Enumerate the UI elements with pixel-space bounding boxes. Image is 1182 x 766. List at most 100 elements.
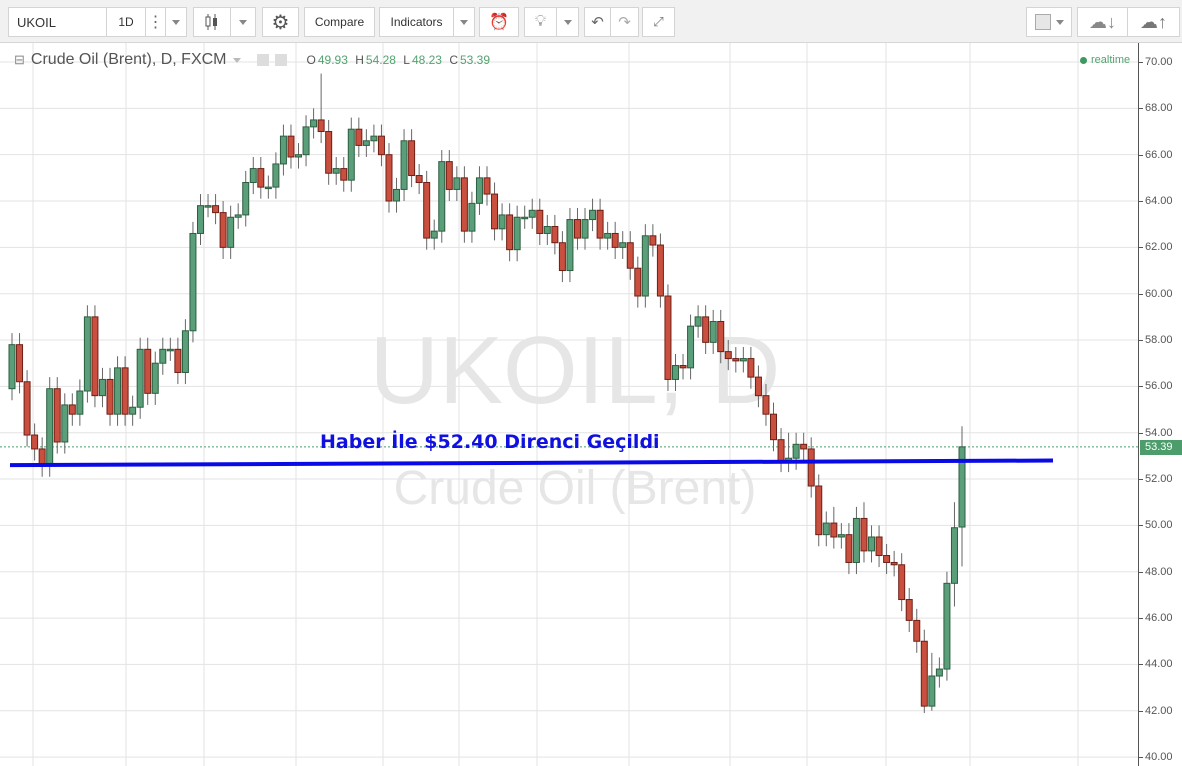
candle [898, 553, 906, 612]
candle-body [634, 267, 642, 297]
candle-body [777, 439, 785, 462]
price-tick-mark [1139, 386, 1143, 388]
price-tick-label: 58.00 [1145, 334, 1173, 347]
candle [38, 437, 46, 477]
chart-type-button[interactable] [193, 7, 231, 37]
price-tick-label: 40.00 [1145, 751, 1173, 764]
candle [475, 166, 483, 215]
compare-button[interactable]: Compare [304, 7, 375, 37]
alert-button[interactable]: ⏰ [479, 7, 519, 37]
interval-dropdown[interactable] [165, 7, 187, 37]
interval-button[interactable]: 1D [106, 7, 146, 37]
price-tick-label: 52.00 [1145, 473, 1173, 486]
candle [890, 550, 898, 577]
candle-body [460, 177, 468, 232]
indicators-button[interactable]: Indicators [379, 7, 454, 37]
collapse-icon[interactable]: ⊟ [14, 52, 25, 67]
candle [943, 571, 951, 681]
candle-body [950, 527, 958, 584]
candle-body [423, 181, 431, 239]
open-label: O [306, 53, 316, 67]
candle [68, 393, 76, 426]
price-tick-label: 64.00 [1145, 195, 1173, 208]
series-title[interactable]: Crude Oil (Brent), D, FXCM [30, 51, 227, 68]
price-tick-mark [1139, 340, 1143, 342]
candle-body [792, 443, 800, 459]
candle [709, 309, 717, 354]
candle [189, 221, 197, 343]
candle [106, 367, 114, 426]
more-intervals-icon[interactable]: ⋮ [145, 7, 166, 37]
ideas-button[interactable]: 💡︎ [524, 7, 557, 37]
save-chart-button[interactable]: ☁︎↑ [1127, 7, 1180, 37]
candle [287, 124, 295, 169]
candle-body [890, 561, 898, 566]
candle-body [144, 348, 152, 394]
resistance-trend-line[interactable] [9, 458, 1054, 468]
candle [604, 221, 612, 250]
gear-icon[interactable] [274, 54, 287, 66]
ideas-dropdown[interactable] [556, 7, 579, 37]
ohlc-values: O 49.93 H 54.28 L 48.23 C 53.39 [307, 53, 495, 67]
candle-body [807, 448, 815, 487]
candle-body [573, 219, 581, 239]
candle-body [362, 140, 370, 146]
candle [129, 395, 137, 426]
candle [687, 314, 695, 380]
candle [928, 652, 936, 711]
candle-body [287, 135, 295, 158]
candlestick-series [0, 73, 1138, 714]
price-tick-mark [1139, 432, 1143, 434]
fullscreen-button[interactable]: ⤢ [642, 7, 675, 37]
low-label: L [403, 53, 410, 67]
candle-body [611, 232, 619, 248]
candle [581, 207, 589, 250]
candle [883, 543, 891, 575]
candle [46, 377, 54, 477]
candle-body [46, 388, 54, 466]
price-tick-mark [1139, 525, 1143, 527]
candle [800, 432, 808, 461]
candle-body [242, 181, 250, 216]
candle [234, 203, 242, 229]
candle [325, 119, 333, 185]
candle-body [129, 406, 137, 415]
visibility-icon[interactable] [256, 54, 269, 66]
candle-body [136, 348, 144, 408]
price-tick-mark [1139, 710, 1143, 712]
price-tick-mark [1139, 247, 1143, 249]
candle [785, 432, 793, 473]
candle [543, 214, 551, 246]
redo-button[interactable]: ↷ [610, 7, 639, 37]
indicators-dropdown[interactable] [453, 7, 475, 37]
candle [242, 170, 250, 227]
candle [641, 224, 649, 308]
price-tick-mark [1139, 479, 1143, 481]
chevron-down-icon[interactable] [232, 57, 241, 63]
candle-body [204, 205, 212, 208]
chart-pane[interactable]: UKOIL, D Crude Oil (Brent) [0, 43, 1138, 766]
chevron-down-icon [239, 19, 247, 25]
candle-body [483, 177, 491, 195]
candle-body [619, 242, 627, 248]
candle [634, 256, 642, 308]
candle-body [739, 358, 747, 362]
candle-body [943, 582, 951, 670]
chart-type-dropdown[interactable] [230, 7, 256, 37]
candle-body [754, 376, 762, 397]
candle-body [332, 168, 340, 174]
undo-button[interactable]: ↶ [584, 7, 611, 37]
settings-button[interactable]: ⚙ [262, 7, 299, 37]
candle-body [370, 135, 378, 142]
candle [611, 221, 619, 259]
price-tick-mark [1139, 62, 1143, 63]
price-axis[interactable]: 70.00 68.00 66.00 64.00 62.00 60.00 58.00 56.00… [1138, 43, 1182, 766]
annotation-text[interactable]: Haber İle $52.40 Direnci Geçildi [320, 431, 660, 453]
chevron-down-icon [172, 19, 180, 25]
candle [573, 207, 581, 250]
candle-body [219, 212, 227, 248]
symbol-input[interactable]: UKOIL [8, 7, 107, 37]
candle-body [121, 367, 129, 415]
load-chart-button[interactable]: ☁︎↓ [1077, 7, 1128, 37]
color-theme-button[interactable] [1026, 7, 1072, 37]
